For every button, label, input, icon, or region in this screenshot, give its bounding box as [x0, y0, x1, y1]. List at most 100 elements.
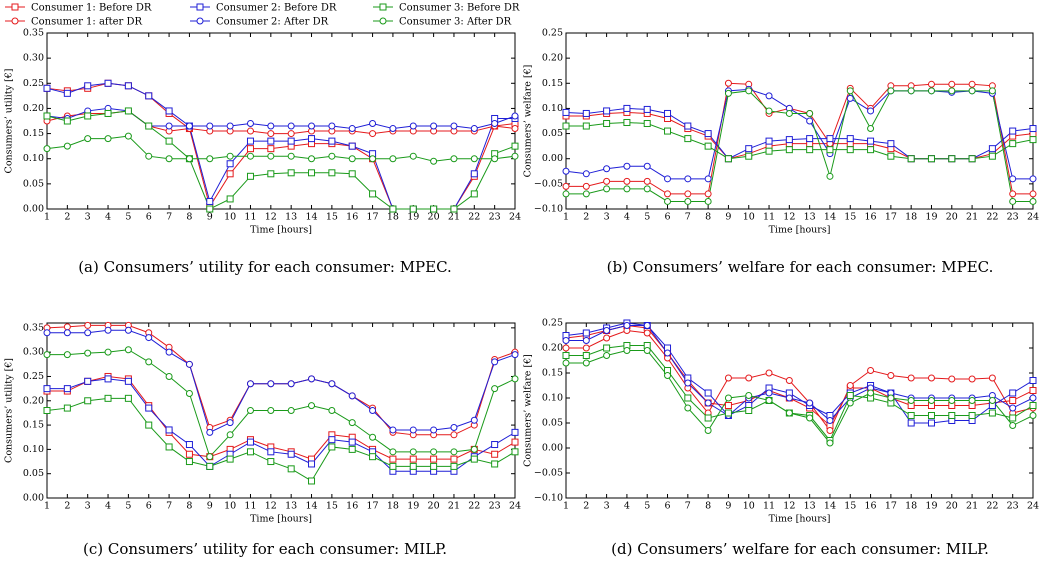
caption: (a) Consumers’ utility for each consumer… — [78, 258, 452, 276]
marker — [988, 152, 996, 160]
x-tick-label: 16 — [865, 212, 877, 223]
x-tick-label: 8 — [705, 501, 711, 512]
x-tick-label: 4 — [624, 212, 630, 223]
marker — [846, 135, 854, 143]
marker — [785, 394, 793, 402]
marker — [968, 412, 976, 419]
marker — [450, 205, 458, 213]
caption: (c) Consumers’ utility for each consumer… — [83, 540, 447, 558]
x-tick-label: 9 — [725, 212, 731, 223]
marker — [369, 190, 377, 198]
marker — [765, 369, 773, 377]
x-tick-label: 16 — [865, 501, 877, 512]
marker — [348, 438, 356, 446]
marker — [185, 441, 193, 449]
marker — [603, 177, 611, 185]
marker — [165, 107, 173, 115]
marker — [623, 347, 631, 354]
marker — [450, 155, 458, 163]
marker — [948, 155, 956, 163]
marker — [124, 326, 132, 334]
legend-label: Consumer 2: Before DR — [216, 3, 337, 14]
marker — [745, 407, 753, 414]
marker — [185, 360, 193, 368]
marker — [63, 117, 71, 125]
marker — [409, 462, 417, 470]
marker — [887, 372, 895, 379]
x-tick-label: 21 — [448, 212, 460, 223]
x-tick-label: 2 — [64, 212, 70, 223]
x-tick-label: 19 — [407, 501, 419, 512]
marker — [846, 382, 854, 389]
marker — [389, 455, 397, 463]
marker — [1009, 414, 1017, 422]
marker — [430, 448, 438, 456]
y-tick-label: −0.05 — [534, 468, 563, 479]
marker — [948, 80, 956, 88]
plot-frame — [46, 32, 516, 210]
marker — [196, 3, 204, 11]
y-tick-label: 0.10 — [542, 393, 563, 404]
x-tick-label: 10 — [224, 212, 236, 223]
marker — [623, 322, 631, 329]
marker — [745, 145, 753, 153]
x-tick-label: 6 — [664, 501, 670, 512]
x-tick-label: 16 — [346, 501, 358, 512]
marker — [43, 329, 51, 337]
y-tick-label: 0.25 — [542, 318, 563, 329]
x-tick-label: 8 — [705, 212, 711, 223]
marker — [450, 424, 458, 432]
marker — [765, 147, 773, 155]
marker — [491, 358, 499, 366]
marker — [785, 146, 793, 154]
marker — [348, 125, 356, 133]
marker — [206, 462, 214, 470]
marker — [664, 349, 672, 357]
marker — [724, 89, 732, 97]
marker — [430, 462, 438, 470]
x-tick-label: 1 — [563, 212, 569, 223]
x-tick-label: 16 — [346, 212, 358, 223]
legend-label: Consumer 3: Before DR — [399, 3, 520, 14]
marker — [1029, 136, 1037, 144]
marker — [63, 89, 71, 97]
marker — [623, 177, 631, 185]
x-tick-label: 17 — [885, 212, 897, 223]
marker — [1029, 197, 1037, 205]
marker — [704, 427, 712, 434]
marker — [562, 182, 570, 190]
marker — [165, 372, 173, 380]
x-tick-label: 12 — [783, 501, 795, 512]
marker — [409, 122, 417, 130]
marker — [206, 155, 214, 163]
marker — [664, 127, 672, 135]
y-tick-label: 0.30 — [23, 53, 44, 64]
y-axis-label: Consumers’ utility [€] — [4, 69, 15, 174]
marker — [430, 205, 438, 213]
y-tick-label: 0.25 — [23, 371, 44, 382]
marker — [308, 155, 316, 163]
marker — [724, 79, 732, 87]
marker — [430, 426, 438, 434]
marker — [562, 122, 570, 130]
marker — [267, 448, 275, 456]
marker — [409, 426, 417, 434]
marker — [785, 136, 793, 144]
marker — [328, 152, 336, 160]
marker — [491, 385, 499, 393]
series-line — [46, 110, 516, 135]
marker — [562, 108, 570, 116]
marker — [246, 120, 254, 128]
marker — [246, 407, 254, 414]
marker — [470, 455, 478, 463]
marker — [704, 389, 712, 397]
x-tick-label: 13 — [285, 212, 297, 223]
series-line — [47, 378, 516, 472]
x-tick-label: 3 — [604, 501, 610, 512]
x-tick-label: 10 — [743, 212, 755, 223]
x-tick-label: 4 — [105, 212, 111, 223]
y-tick-label: 0.05 — [23, 178, 44, 189]
marker — [206, 197, 214, 205]
series-line — [46, 135, 516, 162]
x-tick-label: 19 — [925, 501, 937, 512]
